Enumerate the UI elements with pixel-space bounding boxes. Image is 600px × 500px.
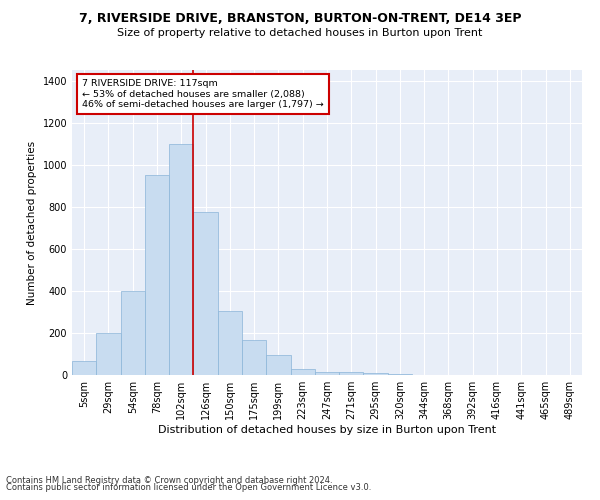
Bar [145, 175, 169, 375]
Y-axis label: Number of detached properties: Number of detached properties [27, 140, 37, 304]
Bar [242, 340, 266, 375]
Text: 7 RIVERSIDE DRIVE: 117sqm
← 53% of detached houses are smaller (2,088)
46% of se: 7 RIVERSIDE DRIVE: 117sqm ← 53% of detac… [82, 79, 324, 109]
X-axis label: Distribution of detached houses by size in Burton upon Trent: Distribution of detached houses by size … [158, 425, 496, 435]
Bar [364, 374, 388, 375]
Bar [121, 291, 145, 375]
Bar [96, 333, 121, 375]
Bar [315, 372, 339, 375]
Bar [169, 144, 193, 375]
Text: 7, RIVERSIDE DRIVE, BRANSTON, BURTON-ON-TRENT, DE14 3EP: 7, RIVERSIDE DRIVE, BRANSTON, BURTON-ON-… [79, 12, 521, 26]
Bar [290, 368, 315, 375]
Bar [339, 372, 364, 375]
Bar [72, 362, 96, 375]
Bar [218, 311, 242, 375]
Bar [266, 355, 290, 375]
Bar [193, 212, 218, 375]
Bar [388, 374, 412, 375]
Text: Contains public sector information licensed under the Open Government Licence v3: Contains public sector information licen… [6, 484, 371, 492]
Text: Contains HM Land Registry data © Crown copyright and database right 2024.: Contains HM Land Registry data © Crown c… [6, 476, 332, 485]
Text: Size of property relative to detached houses in Burton upon Trent: Size of property relative to detached ho… [118, 28, 482, 38]
